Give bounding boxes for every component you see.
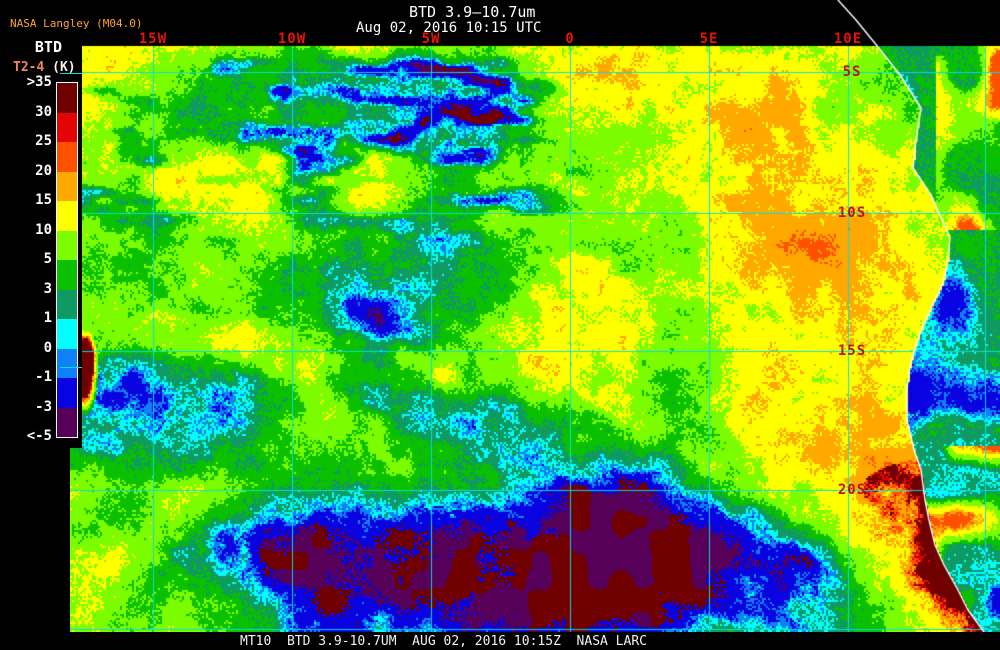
gridline-extension (60, 367, 82, 368)
colorbar-tick-label: -1 (35, 369, 52, 385)
colorbar-tick-label: <-5 (26, 428, 52, 444)
colorbar-tick-label: 3 (43, 280, 52, 297)
product-title: BTD 3.9–10.7um (409, 3, 536, 21)
colorbar-unit-symbol: (K) (52, 60, 76, 75)
colorbar-unit-prefix: T2-4 (13, 60, 45, 75)
lat-label-5s: 5S (842, 64, 862, 80)
lon-label-10w: 10W (277, 31, 307, 47)
lon-label-5w: 5W (421, 31, 441, 47)
gridline-extension-5s (60, 73, 82, 74)
lat-label-10s: 10S (837, 205, 867, 221)
colorbar-tick-label: -3 (35, 398, 52, 415)
colorbar-segment (57, 112, 77, 142)
colorbar-segment (57, 171, 77, 201)
colorbar-panel: BTD T2-4 (K) >35 30 25 20 15 10 5 3 1 0 -1 -3 <-5 (0, 0, 82, 448)
lon-label-0: 0 (565, 31, 575, 47)
lat-label-20s: 20S (837, 482, 867, 498)
colorbar-tick-label: 20 (35, 162, 52, 179)
colorbar-segment (57, 289, 77, 319)
colorbar-tick-label: 25 (35, 133, 52, 149)
colorbar-segment (57, 378, 77, 408)
colorbar-segment (57, 201, 77, 231)
colorbar-tick-label: 30 (35, 103, 52, 120)
footer-caption: MT10 BTD 3.9-10.7UM AUG 02, 2016 10:15Z … (240, 634, 647, 649)
product-timestamp: Aug 02, 2016 10:15 UTC (356, 20, 542, 36)
colorbar-tick-label: 5 (43, 251, 52, 267)
colorbar-tick-label: >35 (26, 74, 52, 90)
lon-label-5e: 5E (699, 31, 719, 47)
colorbar-tick-label: 1 (43, 310, 52, 326)
colorbar-segment (57, 260, 77, 290)
colorbar-tick-label: 15 (35, 192, 52, 208)
colorbar-segment (57, 348, 77, 378)
colorbar-unit-label: T2-4 (K) (13, 60, 76, 75)
lat-label-15s: 15S (837, 343, 867, 359)
colorbar-tick-label: 0 (43, 339, 52, 356)
btd-satellite-map (70, 0, 1000, 632)
colorbar-segment (57, 407, 77, 437)
colorbar-segment (57, 319, 77, 349)
brand-label: NASA Langley (M04.0) (10, 17, 143, 30)
colorbar-scale (56, 82, 78, 438)
lon-label-15w: 15W (138, 31, 168, 47)
colorbar-title: BTD (34, 38, 62, 56)
lon-label-10e: 10E (833, 31, 863, 47)
colorbar-tick-label: 10 (35, 221, 52, 238)
colorbar-segment (57, 142, 77, 172)
colorbar-segment (57, 230, 77, 260)
colorbar-segment (57, 83, 77, 113)
